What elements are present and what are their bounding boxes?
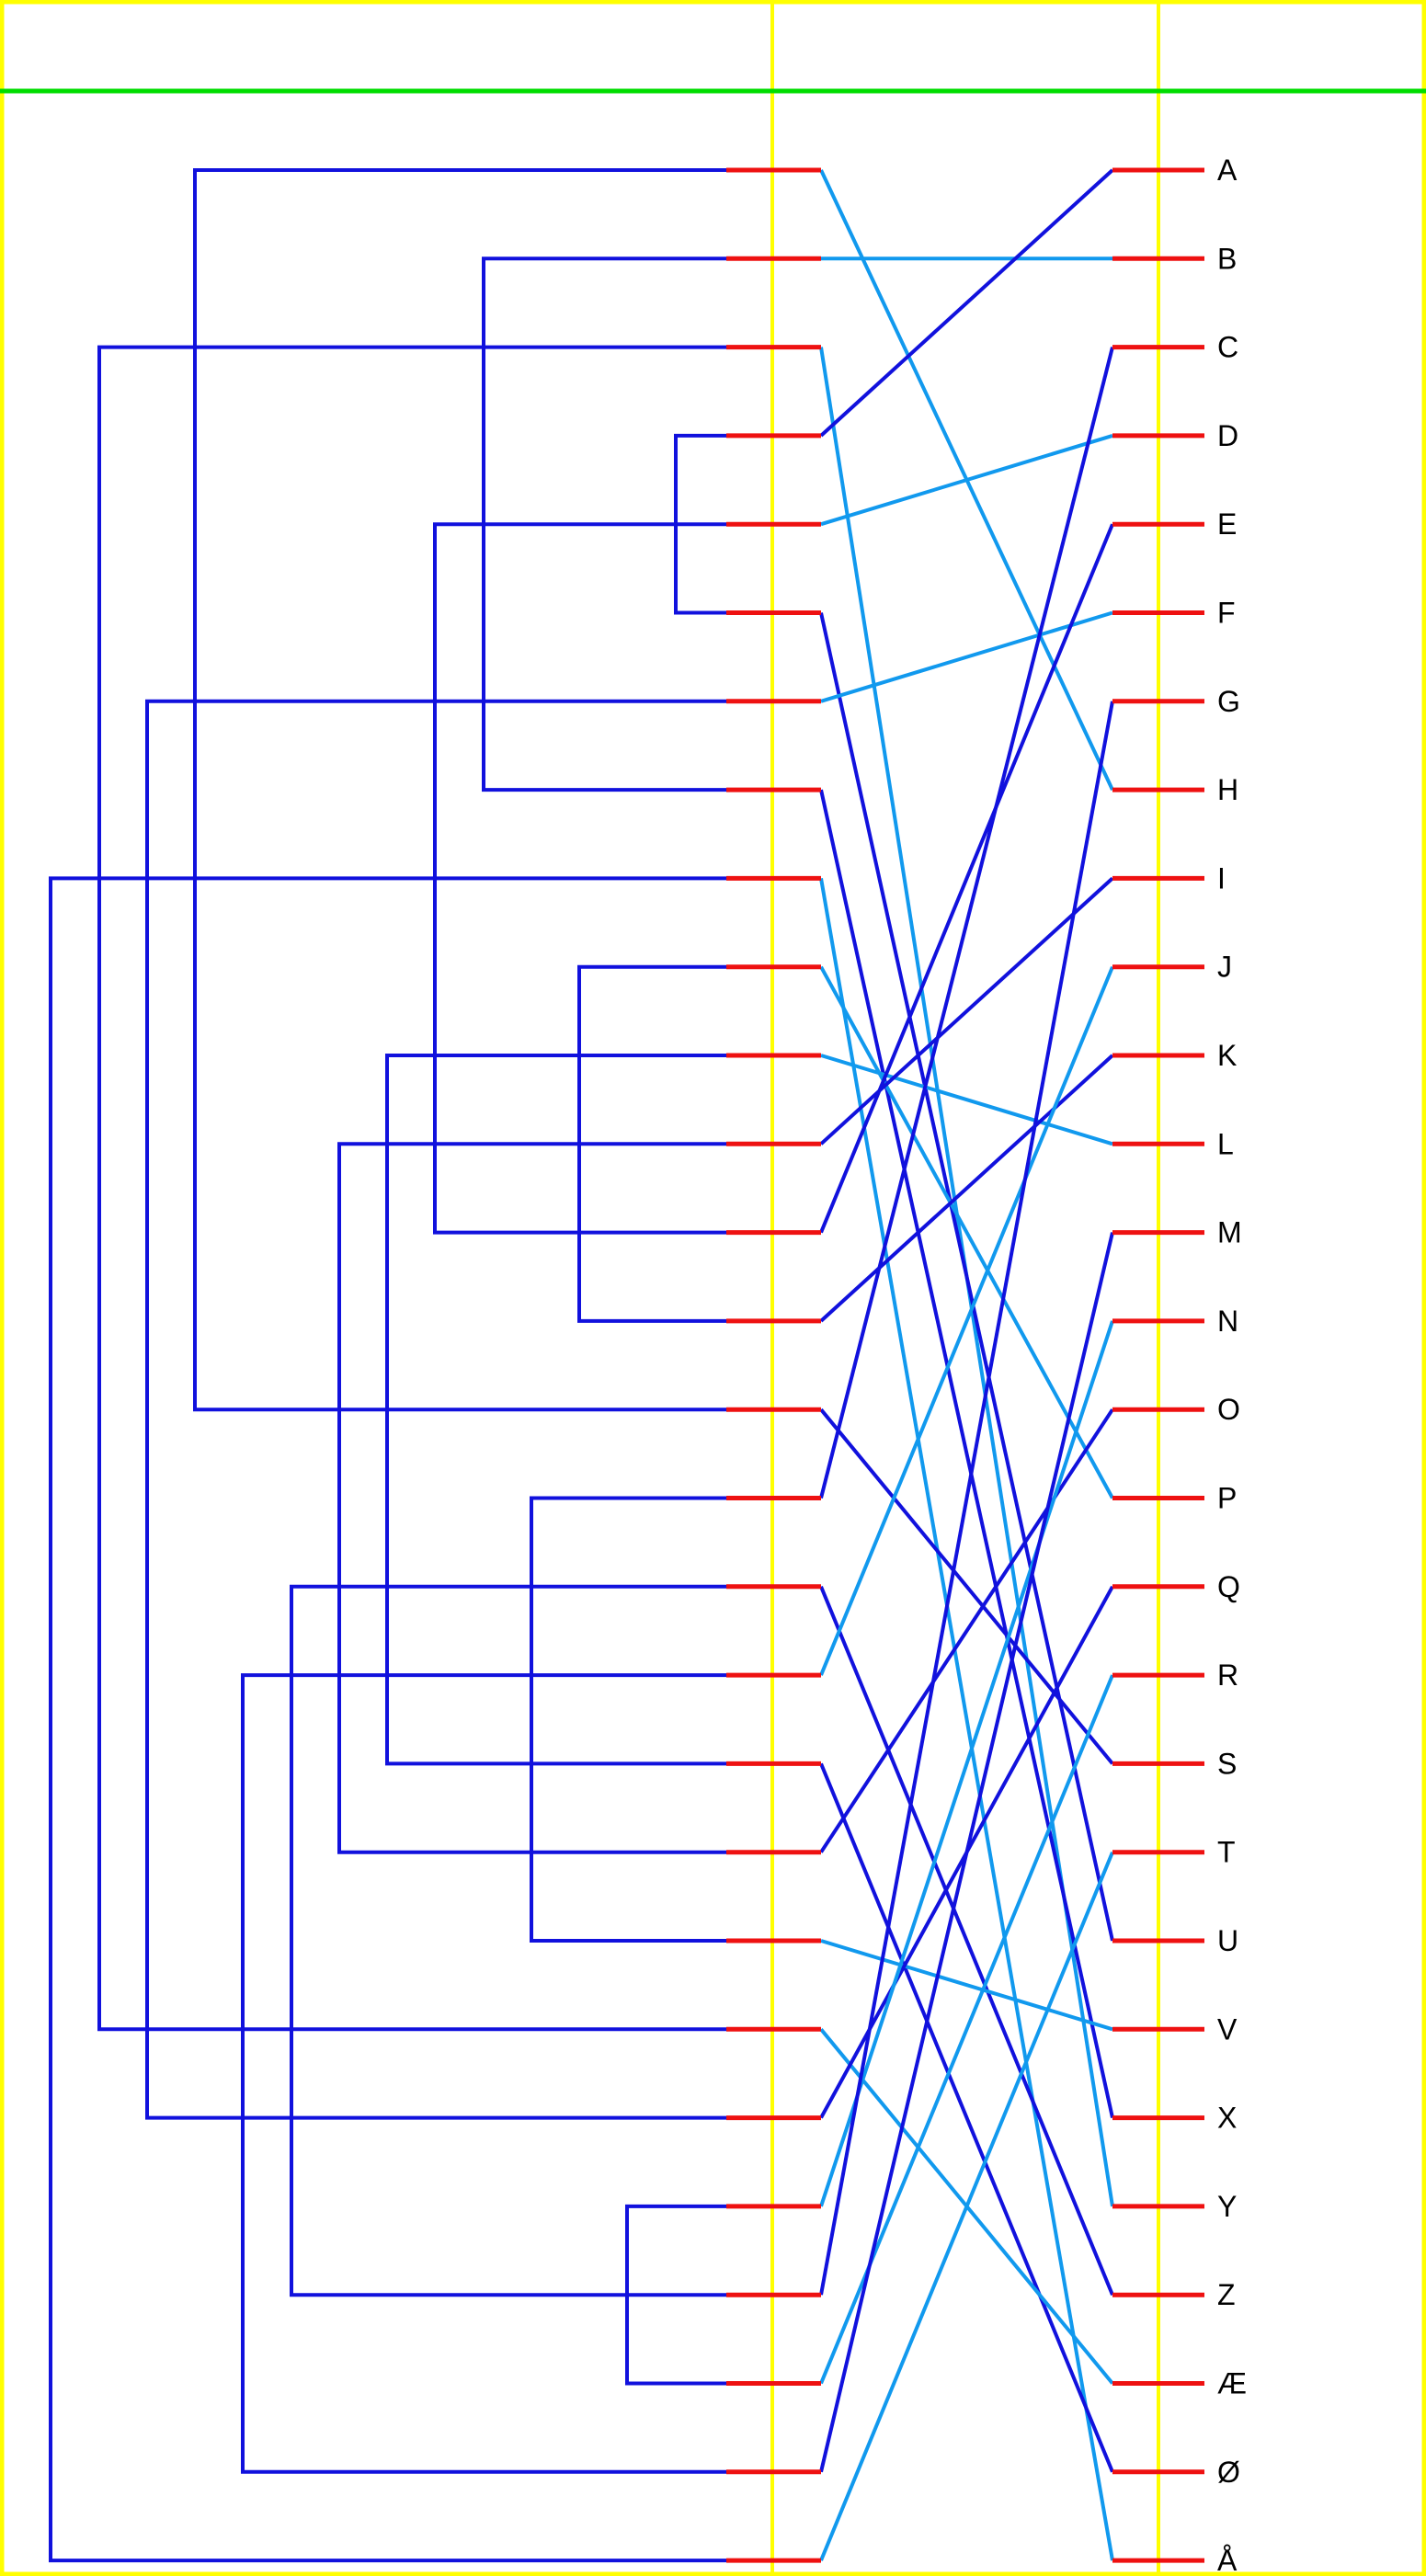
link-line-25: [819, 701, 1114, 2296]
leaf-label: S: [1217, 1747, 1237, 1780]
link-line-5: [820, 433, 1113, 527]
link-line-6: [819, 612, 1114, 1942]
leaf-ticks: [726, 167, 1204, 2563]
leaf-label: Ø: [1217, 2456, 1240, 2489]
link-line-12: [819, 876, 1114, 1146]
leaf-label: R: [1217, 1658, 1238, 1692]
tree-branch-4: [530, 1496, 726, 1943]
link-line-4: [819, 168, 1114, 438]
tree-branch-8: [337, 1142, 726, 1854]
dendrogram: [49, 168, 726, 2563]
leaf-label: Æ: [1217, 2367, 1247, 2400]
tree-branch-11: [193, 168, 726, 1412]
link-line-27: [819, 1232, 1114, 2473]
link-line-9: [819, 878, 1114, 2561]
leaf-label: F: [1217, 597, 1236, 630]
tree-branch-12: [145, 699, 726, 2120]
leaf-label: A: [1217, 154, 1238, 187]
link-line-11: [820, 1054, 1113, 1146]
leaf-label: U: [1217, 1924, 1238, 1957]
tree-branch-9: [290, 1584, 726, 2297]
leaf-label: N: [1217, 1305, 1238, 1338]
link-lines: [819, 168, 1114, 2561]
link-line-13: [819, 523, 1114, 1234]
leaf-label: G: [1217, 685, 1240, 718]
link-line-8: [819, 789, 1114, 2119]
link-line-28: [819, 1851, 1114, 2561]
leaf-label: M: [1217, 1216, 1242, 1249]
leaf-label: Z: [1217, 2278, 1236, 2311]
leaf-labels: A B C D E F G H I J K L M N O P Q R S T U V X Y Z Æ Ø Å: [1217, 154, 1247, 2576]
link-line-15: [819, 1408, 1114, 1765]
leaf-label: Q: [1217, 1570, 1240, 1603]
link-line-21: [820, 1939, 1113, 2032]
leaf-label: L: [1217, 1127, 1234, 1160]
tree-branch-10: [241, 1673, 726, 2474]
link-line-20: [819, 1408, 1114, 1853]
leaf-label: B: [1217, 242, 1237, 275]
link-line-17: [819, 1586, 1114, 2296]
leaf-label: T: [1217, 1836, 1236, 1869]
link-line-7: [820, 610, 1113, 703]
leaf-label: H: [1217, 773, 1238, 806]
leaf-label: V: [1217, 2012, 1238, 2046]
leaf-label: P: [1217, 1482, 1237, 1515]
leaf-label: Å: [1217, 2544, 1238, 2576]
link-line-26: [819, 1674, 1114, 2385]
link-line-19: [819, 1762, 1114, 2473]
leaf-label: K: [1217, 1039, 1237, 1072]
link-line-24: [819, 1320, 1114, 2207]
link-line-18: [819, 965, 1114, 1676]
link-line-16: [819, 347, 1114, 1499]
leaf-label: O: [1217, 1393, 1240, 1426]
tree-branch-13: [97, 345, 726, 2032]
link-line-10: [819, 965, 1114, 1499]
leaf-label: J: [1217, 951, 1232, 984]
leaf-label: I: [1217, 861, 1226, 895]
leaf-label: D: [1217, 419, 1238, 452]
link-line-14: [819, 1054, 1114, 1323]
leaf-label: Y: [1217, 2190, 1237, 2223]
tree-branch-14: [49, 876, 726, 2563]
leaf-label: C: [1217, 331, 1238, 364]
leaf-label: E: [1217, 507, 1237, 541]
leaf-label: X: [1217, 2102, 1237, 2135]
